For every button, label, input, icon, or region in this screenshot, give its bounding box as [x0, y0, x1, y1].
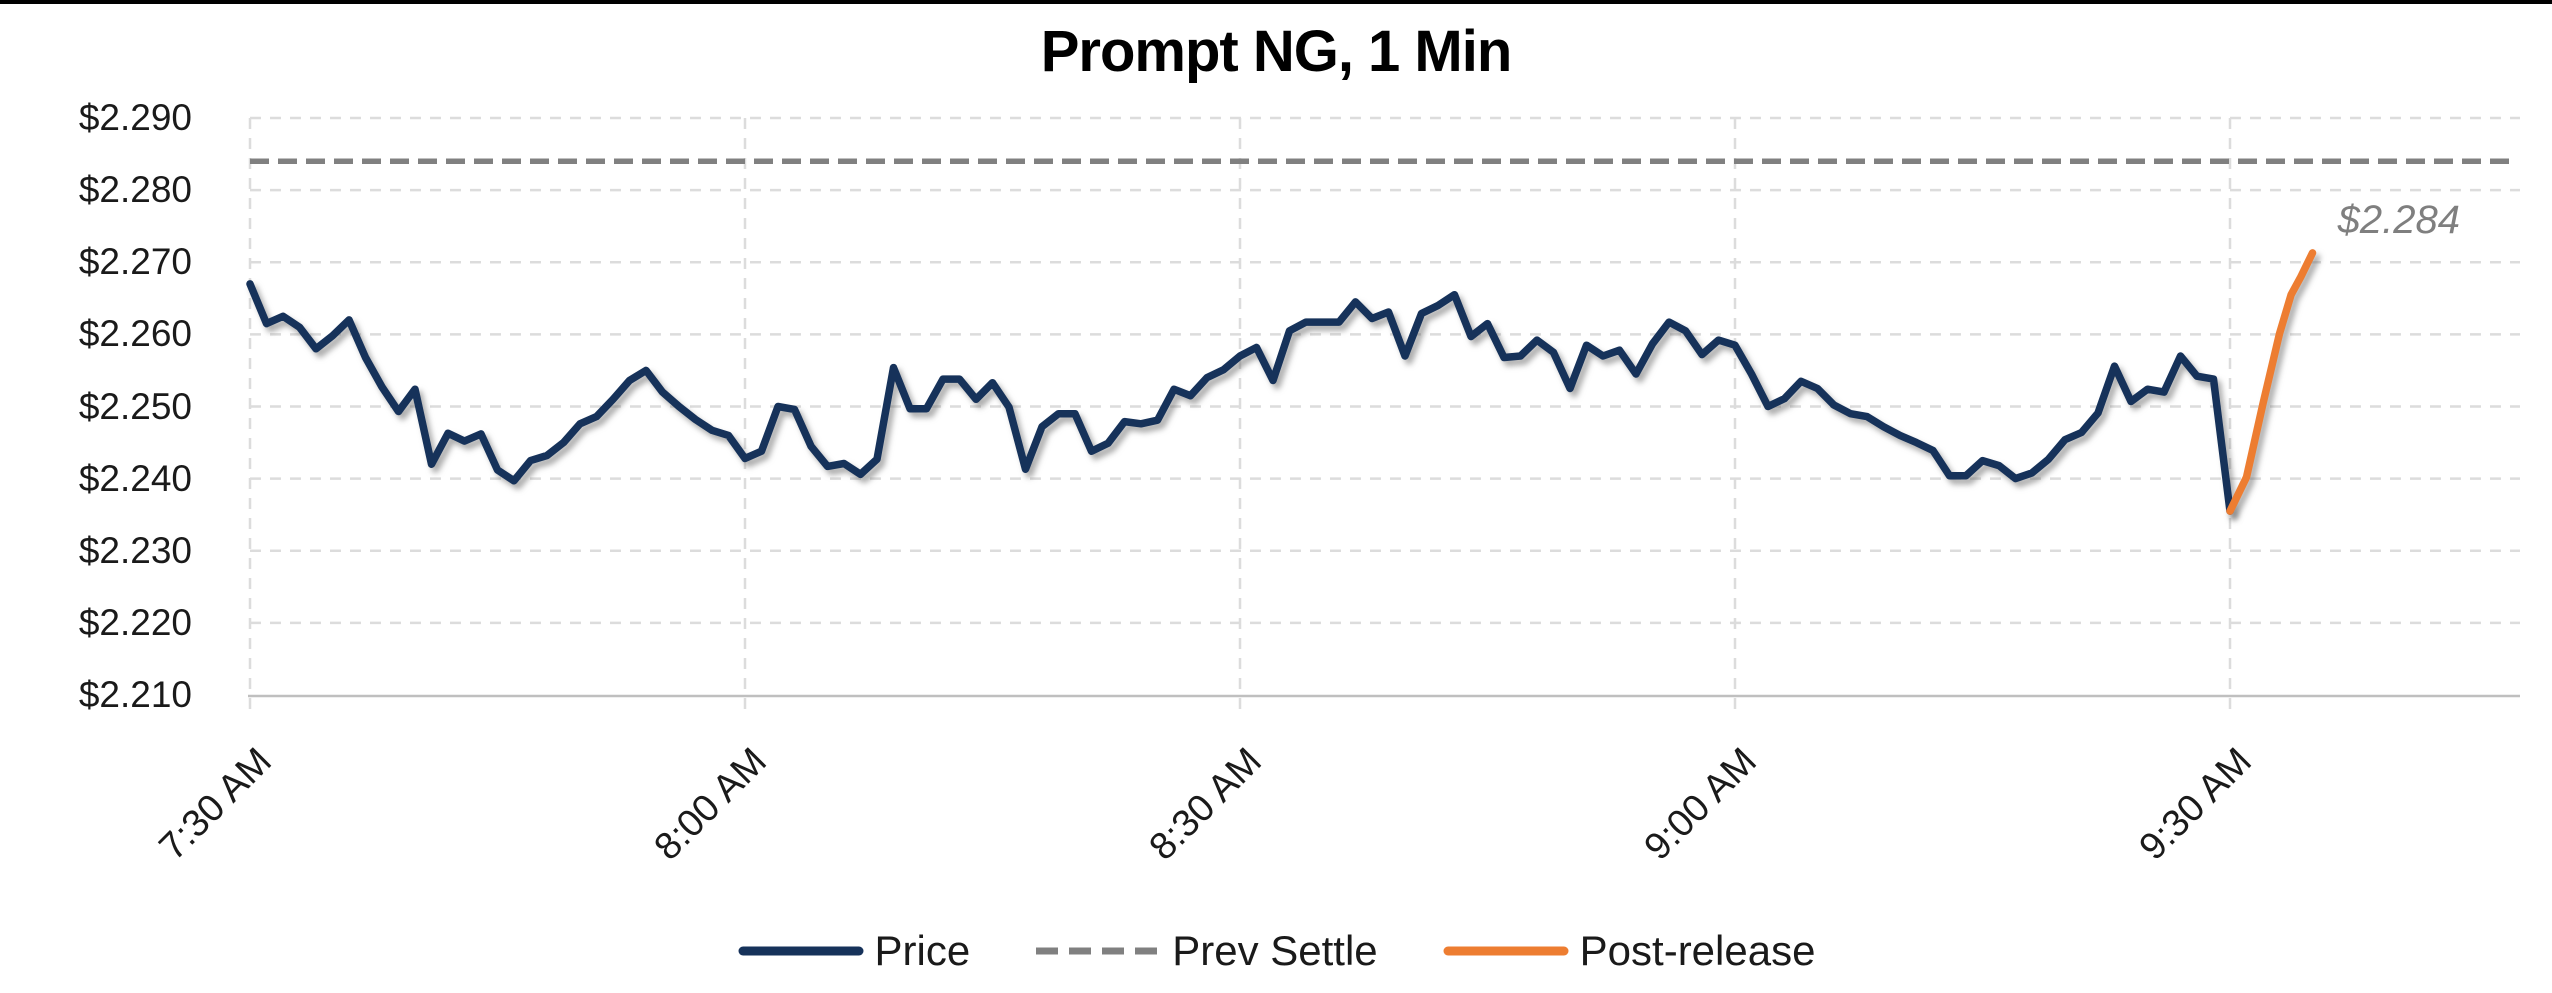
y-axis-tick-label: $2.240 — [78, 457, 192, 499]
y-axis-tick-label: $2.210 — [78, 674, 192, 715]
post-release-line — [2226, 249, 2317, 515]
y-axis-tick-label: $2.270 — [78, 241, 192, 283]
legend-item-post-release: Post-release — [1442, 925, 1816, 977]
chart-title: Prompt NG, 1 Min — [1040, 19, 1513, 84]
prev-settle-value-label: $2.284 — [2337, 198, 2460, 242]
price-line-swatch-icon — [738, 946, 864, 956]
legend-label-prev-settle: Prev Settle — [1172, 927, 1378, 974]
price-line — [246, 280, 2234, 515]
legend-label-price: Price — [874, 927, 971, 974]
post-release-line-swatch-icon — [1443, 946, 1569, 956]
y-axis-tick-label: $2.220 — [78, 601, 192, 643]
legend-label-post-release: Post-release — [1579, 927, 1816, 974]
y-axis-tick-label: $2.280 — [78, 169, 192, 211]
legend-item-prev-settle: Prev Settle — [1034, 925, 1378, 977]
legend: Price Prev Settle Post-release — [0, 925, 2552, 977]
y-axis-tick-label: $2.250 — [78, 385, 192, 427]
legend-item-price: Price — [737, 925, 971, 977]
y-axis-tick-label: $2.290 — [78, 97, 192, 138]
y-axis-tick-label: $2.230 — [78, 529, 192, 571]
top-border — [0, 0, 2552, 4]
prev-settle-line-swatch-icon — [1036, 947, 1161, 955]
y-axis-tick-label: $2.260 — [78, 313, 192, 355]
